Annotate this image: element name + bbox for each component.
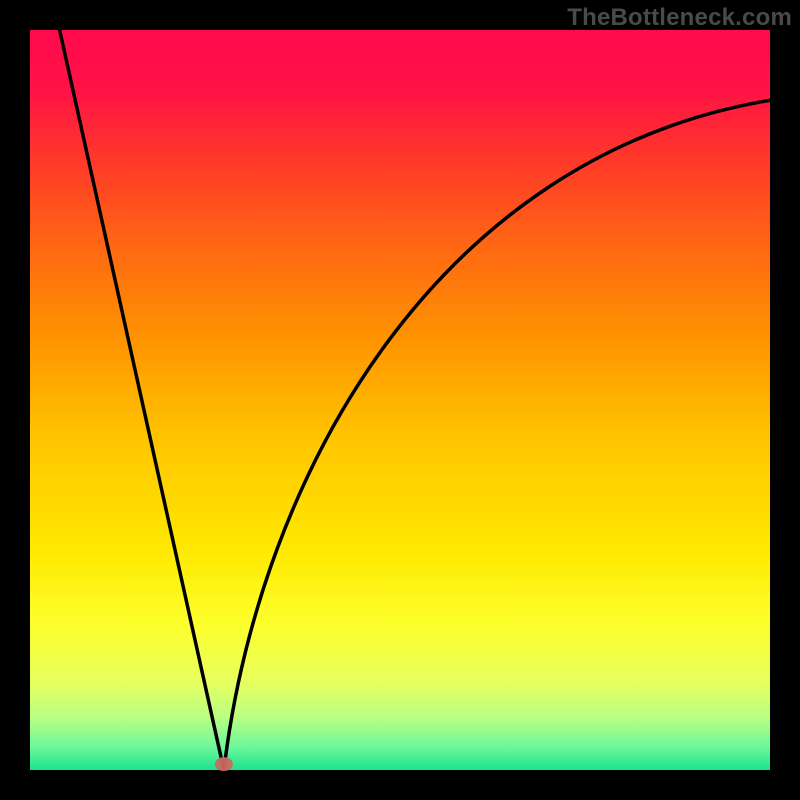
brand-watermark: TheBottleneck.com (567, 4, 792, 32)
bottleneck-chart (0, 0, 800, 800)
dip-marker (215, 757, 233, 771)
chart-container: TheBottleneck.com (0, 0, 800, 800)
